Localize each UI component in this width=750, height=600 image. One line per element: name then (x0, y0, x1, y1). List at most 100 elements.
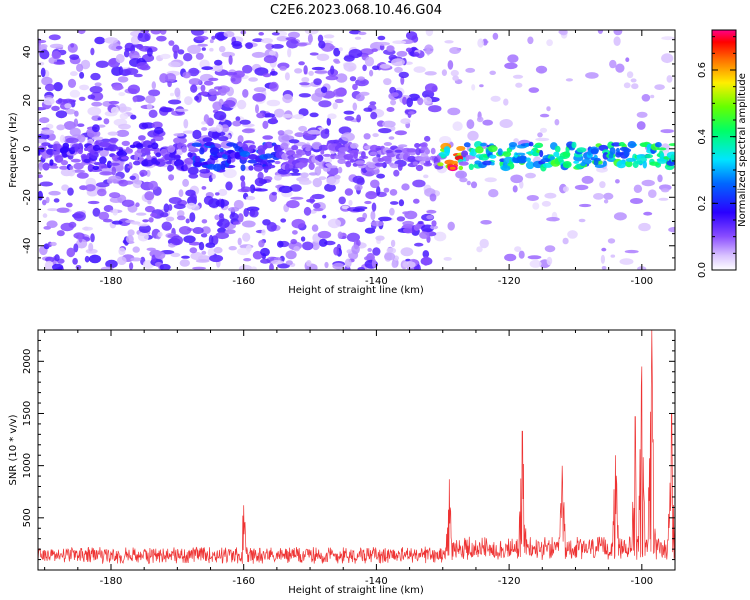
x-tick-label: -140 (365, 576, 388, 587)
spectrogram-cell (263, 55, 278, 64)
spectrogram-cell (466, 180, 471, 186)
spectrogram-cell (298, 61, 305, 66)
spectrogram-signal-cell (240, 164, 246, 172)
spectrogram-signal-cell (249, 144, 256, 150)
spectrogram-cell (294, 68, 303, 74)
spectrogram-cell (141, 122, 155, 129)
spectrogram-signal-cell (93, 162, 102, 166)
spectrogram-cell (217, 188, 228, 197)
spectrogram-cell (188, 173, 199, 179)
spectrogram-cell (400, 76, 405, 85)
spectrogram-signal-cell (100, 165, 109, 169)
spectrogram-cell (601, 266, 607, 270)
spectrogram-cell (192, 129, 202, 140)
spectrogram-cell (45, 256, 55, 263)
spectrogram-cell (383, 78, 392, 86)
spectrogram-cell (105, 259, 118, 269)
spectrogram-cell (230, 74, 242, 85)
spectrogram-cell (292, 168, 300, 173)
spectrogram-cell (349, 76, 357, 82)
spectrogram-signal-cell (350, 142, 359, 149)
spectrogram-cell (407, 111, 415, 115)
spectrogram-cell (512, 185, 518, 193)
spectrogram-cell (254, 177, 265, 187)
spectrogram-cell (335, 73, 348, 83)
spectrogram-cell (579, 203, 592, 208)
spectrogram-y-ticks: -40 -20 0 20 40 (22, 39, 675, 259)
spectrogram-cell (626, 71, 634, 79)
spectrogram-signal-cell (423, 162, 433, 167)
spectrogram-cell (433, 231, 447, 242)
spectrogram-signal-cell (49, 159, 54, 166)
spectrogram-cell (118, 92, 126, 97)
spectrogram-cell (42, 199, 47, 206)
spectrogram-cell (322, 214, 327, 219)
spectrogram-cell (429, 193, 437, 202)
spectrogram-signal-cell (284, 163, 290, 172)
spectrogram-signal-cell (194, 155, 201, 163)
spectrogram-cell (298, 179, 312, 185)
spectrogram-cell (62, 98, 74, 105)
spectrogram-cell (449, 47, 461, 54)
spectrogram-cell (513, 138, 519, 144)
spectrogram-cell (507, 54, 519, 63)
spectrogram-signal-cell (338, 147, 349, 152)
spectrogram-cell (298, 125, 307, 132)
spectrogram-cell (308, 172, 318, 176)
spectrogram-cell (351, 244, 360, 255)
spectrogram-cell (303, 65, 308, 75)
spectrogram-cell (90, 233, 95, 243)
spectrogram-cell (306, 260, 312, 267)
spectrogram-cell (195, 259, 210, 263)
spectrogram-cell (239, 119, 251, 125)
spectrogram-signal-cell (183, 164, 188, 171)
spectrogram-cell (258, 240, 265, 248)
spectrogram-cell (130, 114, 137, 120)
spectrogram-signal-cell (649, 161, 660, 166)
colorbar-tick-label: 0.6 (697, 62, 708, 78)
spectrogram-cell (148, 217, 154, 223)
spectrogram-cell (292, 230, 298, 235)
spectrogram-cell (190, 84, 198, 93)
y-tick-label: 500 (22, 508, 33, 527)
spectrogram-cell (320, 129, 330, 139)
spectrogram-signal-cell (191, 142, 202, 147)
spectrogram-cell (554, 119, 560, 126)
spectrogram-cell (124, 42, 135, 51)
spectrogram-cell (208, 127, 220, 132)
spectrogram-cell (236, 99, 247, 110)
spectrogram-cell (354, 36, 362, 40)
spectrogram-cell (168, 61, 181, 68)
spectrogram-signal-cell (562, 161, 572, 169)
spectrogram-signal-cell (209, 147, 220, 156)
spectrogram-cell (91, 101, 103, 107)
spectrogram-signal-cell (615, 147, 620, 153)
spectrogram-signal-cell (625, 157, 637, 162)
spectrogram-cell (160, 53, 171, 60)
spectrogram-cell (402, 261, 416, 269)
spectrogram-cell (154, 126, 164, 135)
spectrogram-signal-cell (397, 162, 403, 171)
spectrogram-cell (499, 119, 513, 128)
spectrogram-cell (304, 30, 319, 35)
spectrogram-cell (103, 118, 110, 125)
spectrogram-cell (92, 124, 100, 133)
spectrogram-cell (332, 262, 345, 270)
spectrogram-cell (156, 35, 167, 42)
spectrogram-cell (212, 101, 223, 111)
spectrogram-cell (40, 67, 46, 78)
spectrogram-cell (39, 181, 53, 187)
spectrogram-cell (318, 176, 327, 181)
spectrogram-signal-cell (135, 143, 144, 150)
spectrogram-cell (535, 65, 548, 74)
spectrogram-cell (398, 199, 405, 207)
spectrogram-signal-cell (497, 148, 503, 156)
spectrogram-cell (84, 255, 90, 263)
spectrogram-cell (300, 236, 306, 242)
spectrogram-signal-cell (168, 153, 176, 158)
spectrogram-signal-cell (52, 149, 61, 156)
spectrogram-cell (150, 212, 158, 218)
spectrogram-cell (302, 241, 314, 251)
spectrogram-cell (173, 203, 186, 210)
spectrogram-cell (337, 166, 343, 174)
